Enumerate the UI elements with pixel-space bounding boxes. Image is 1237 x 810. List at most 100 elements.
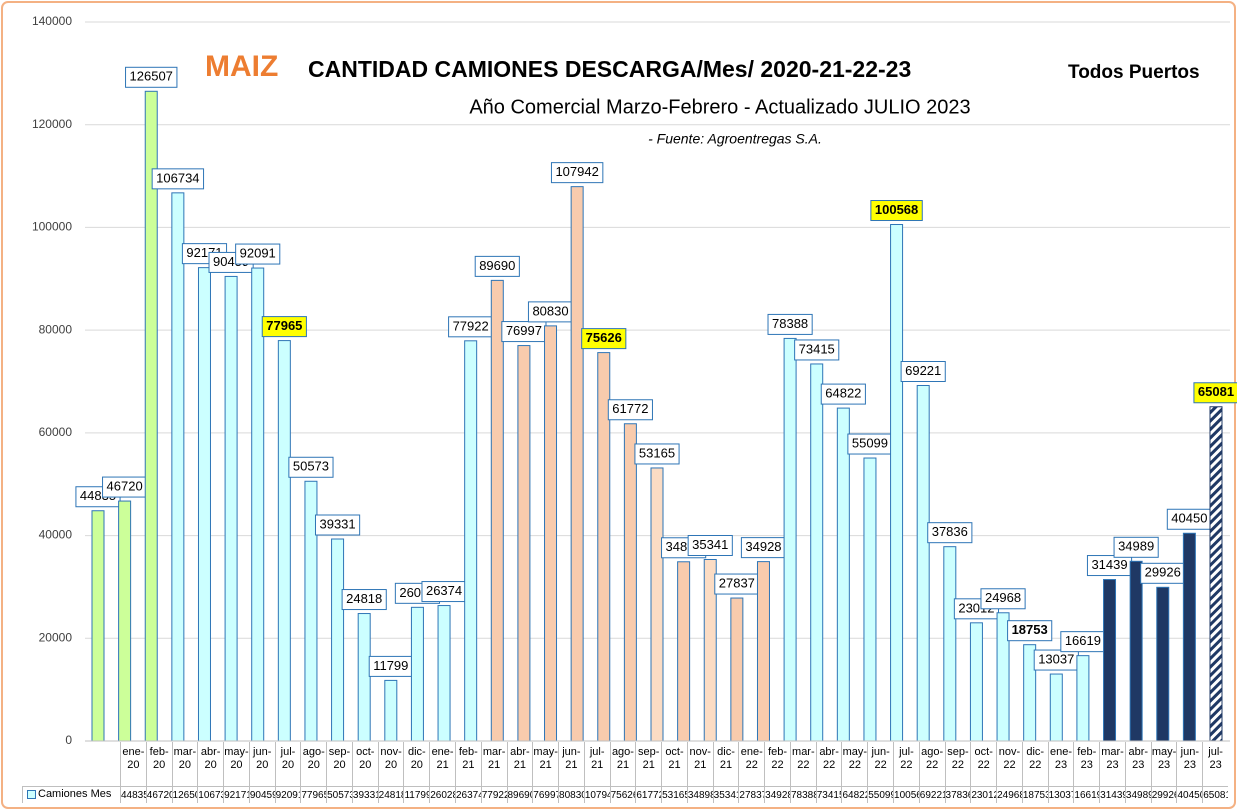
table-value: 75626 — [609, 786, 636, 803]
bar — [783, 337, 797, 742]
x-tick-label: jul-20 — [274, 742, 301, 786]
table-value: 126507 — [171, 786, 198, 803]
table-value: 34898 — [686, 786, 713, 803]
x-tick-label: ago-20 — [300, 742, 326, 786]
bar — [437, 605, 451, 742]
x-tick-label: ene-20 — [120, 742, 146, 786]
data-label: 29926 — [1140, 562, 1186, 584]
x-tick-label: mar-23 — [1099, 742, 1125, 786]
table-value: 37836 — [944, 786, 971, 803]
x-tick-label: abr-20 — [197, 742, 223, 786]
table-value: 77922 — [480, 786, 507, 803]
data-label-text: 53165 — [639, 445, 675, 460]
data-label-text: 11799 — [373, 658, 408, 673]
x-tick-label: ene-22 — [738, 742, 764, 786]
data-label-text: 37836 — [932, 524, 968, 539]
data-label: 40450 — [1166, 508, 1212, 530]
x-tick-label: ene-23 — [1047, 742, 1074, 786]
data-label-box — [687, 534, 733, 556]
bar — [517, 345, 531, 742]
data-label: 61772 — [607, 399, 653, 421]
data-label-text: 40450 — [1171, 511, 1207, 526]
table-value: 40450 — [1176, 786, 1203, 803]
bar — [836, 407, 850, 742]
data-label-text: 16619 — [1065, 633, 1101, 648]
x-tick-label: mar-20 — [171, 742, 198, 786]
data-label-box — [1193, 382, 1237, 404]
data-label: 27837 — [714, 573, 760, 595]
data-label: 24968 — [980, 588, 1026, 610]
data-label-box — [314, 514, 361, 536]
data-label-box — [1007, 620, 1053, 642]
bar — [544, 325, 558, 742]
table-value: 16619 — [1073, 786, 1100, 803]
table-value: 39331 — [351, 786, 378, 803]
bar — [1129, 560, 1143, 742]
bar — [410, 606, 424, 742]
data-label: 77965 — [261, 316, 307, 338]
bar — [890, 224, 904, 742]
y-tick-label: 0 — [65, 733, 72, 747]
bar — [384, 679, 398, 742]
bar — [916, 385, 930, 742]
y-tick-label: 40000 — [39, 528, 73, 542]
data-label: 34989 — [1113, 536, 1159, 558]
table-value: 64822 — [841, 786, 868, 803]
data-label: 78388 — [767, 313, 813, 335]
table-value: 27837 — [738, 786, 765, 803]
x-tick-label: sep-21 — [635, 742, 661, 786]
data-label: 13037 — [1033, 649, 1079, 671]
table-value: 26028 — [429, 786, 455, 803]
data-label-text: 39331 — [319, 516, 355, 531]
bar — [251, 267, 265, 742]
data-label-text: 106734 — [156, 170, 199, 185]
data-label-text: 34989 — [1118, 539, 1154, 554]
bar — [1182, 532, 1196, 742]
y-tick-label: 140000 — [32, 14, 72, 28]
data-label-text: 92091 — [240, 245, 276, 260]
data-label: 80830 — [527, 301, 574, 323]
table-value: 34989 — [1124, 786, 1151, 803]
data-label-text: 73415 — [799, 341, 835, 356]
data-label-text: 46720 — [107, 478, 143, 493]
data-label-box — [870, 200, 923, 222]
data-label-text: 77965 — [266, 318, 302, 333]
bar — [810, 363, 824, 742]
bar — [730, 597, 744, 742]
table-value: 90459 — [248, 786, 275, 803]
table-value: 44835 — [120, 786, 146, 803]
data-label-text: 27837 — [719, 575, 755, 590]
bar — [464, 340, 478, 742]
data-label: 26374 — [421, 581, 467, 603]
table-value: 100568 — [893, 786, 919, 803]
x-tick-label: jul-22 — [893, 742, 919, 786]
table-value: 29926 — [1150, 786, 1177, 803]
data-label-text: 80830 — [532, 303, 568, 318]
bar — [650, 467, 664, 742]
x-tick-label: feb-22 — [764, 742, 790, 786]
data-label: 11799 — [368, 655, 413, 677]
title-maiz: MAIZ — [205, 50, 278, 83]
data-label-text: 34928 — [745, 539, 781, 554]
data-label-box — [607, 399, 653, 421]
bar — [357, 613, 371, 742]
bar — [1156, 586, 1170, 742]
table-value: 69221 — [918, 786, 945, 803]
table-value: 53165 — [661, 786, 687, 803]
x-tick-label: may-20 — [223, 742, 249, 786]
x-tick-label: sep-20 — [326, 742, 352, 786]
data-label: 46720 — [102, 476, 148, 498]
bar — [331, 538, 345, 742]
x-tick-label: abr-21 — [506, 742, 533, 786]
y-tick-label: 20000 — [39, 630, 73, 644]
x-tick-label: jul-21 — [583, 742, 610, 786]
x-tick-label: dic-20 — [403, 742, 429, 786]
x-tick-label: feb-21 — [454, 742, 481, 786]
data-label-text: 69221 — [905, 363, 941, 378]
y-tick-label: 60000 — [39, 425, 73, 439]
bar — [1076, 655, 1090, 742]
table-value: 55099 — [867, 786, 894, 803]
x-tick-label: may-22 — [841, 742, 867, 786]
data-label: 50573 — [288, 456, 334, 478]
